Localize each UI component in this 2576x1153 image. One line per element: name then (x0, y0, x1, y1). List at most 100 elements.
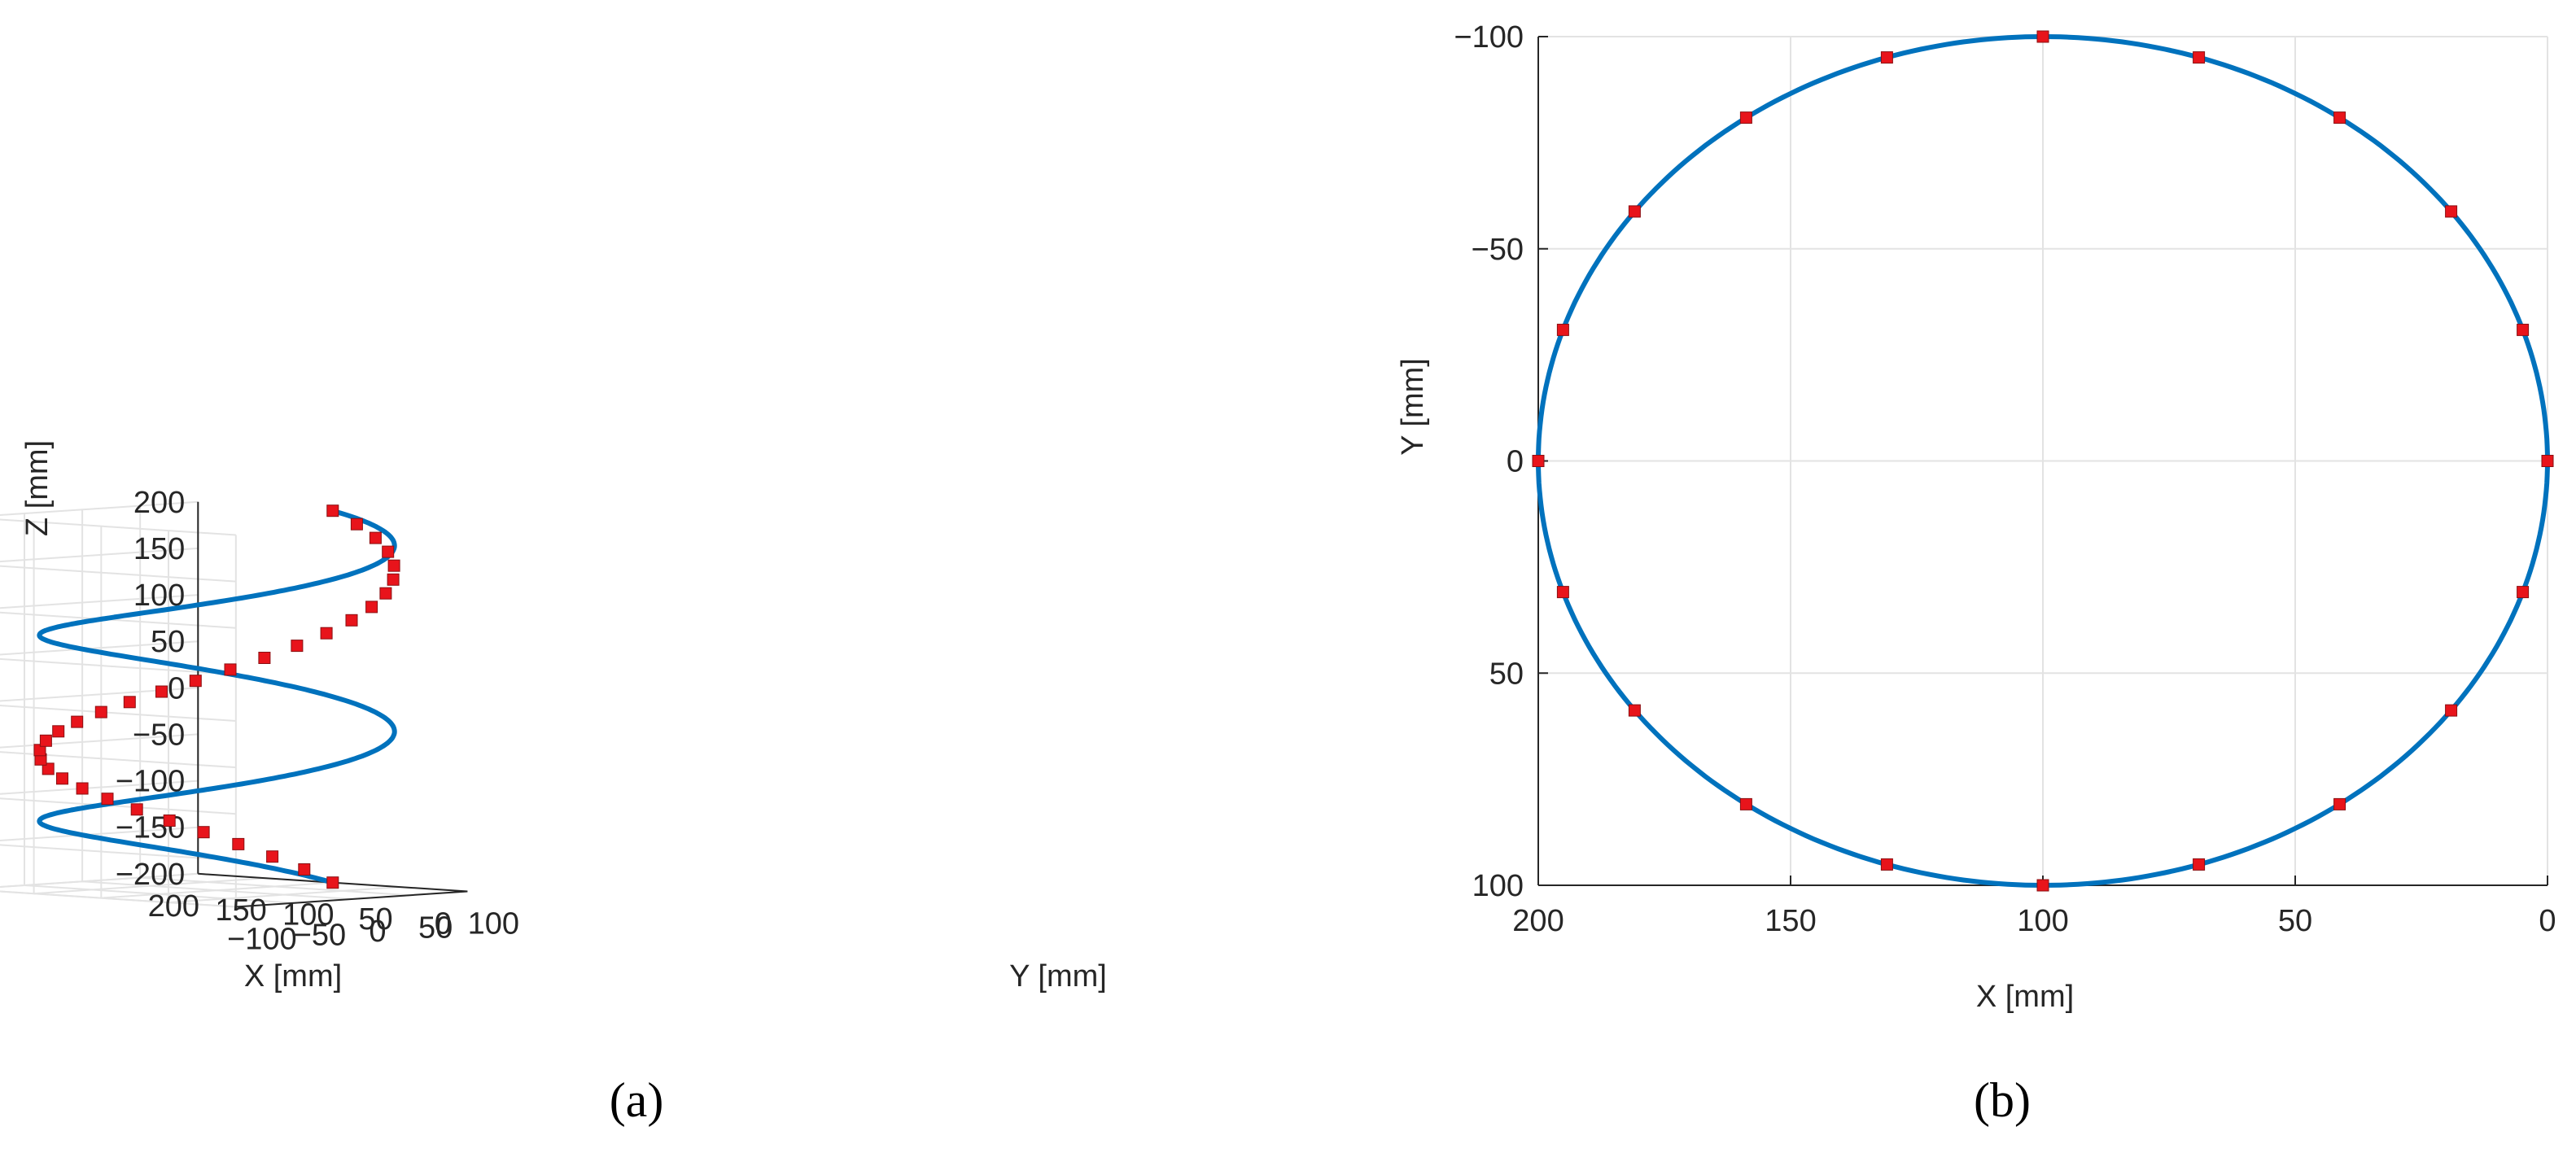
data-point-marker (365, 601, 378, 614)
data-point-marker (224, 663, 237, 676)
y-tick-label: −100 (227, 923, 297, 957)
chart-a-series (33, 504, 400, 889)
data-point-marker (101, 793, 114, 806)
data-point-marker (197, 826, 210, 839)
y-tick-label: 100 (468, 907, 519, 941)
y-tick-label: 50 (418, 911, 453, 945)
grid-line (24, 884, 294, 904)
data-point-marker (387, 573, 400, 586)
data-point-marker (369, 531, 382, 544)
helix-line (37, 508, 397, 885)
x-tick-label: 50 (358, 902, 392, 937)
data-point-marker (1880, 858, 1893, 871)
data-point-marker (39, 734, 52, 747)
data-point-marker (387, 559, 400, 572)
data-point-marker (130, 803, 143, 816)
data-point-marker (71, 715, 84, 728)
grid-line (0, 704, 236, 722)
x-tick-label: 200 (148, 889, 199, 924)
data-point-marker (258, 652, 271, 664)
y-tick-label: −50 (294, 919, 346, 953)
grid-line (0, 565, 236, 583)
data-point-marker (2517, 323, 2530, 336)
y-tick-label: −100 (1454, 20, 1524, 55)
x-tick-label: 150 (1765, 904, 1816, 938)
data-point-marker (320, 627, 333, 640)
data-point-marker (345, 614, 358, 627)
chart-b-tick-labels: 200 150 100 50 0 −100 −50 0 50 100 (1454, 20, 2556, 938)
z-tick-label: −200 (116, 858, 186, 892)
y-tick-label: 50 (1489, 657, 1524, 691)
data-point-marker (2193, 51, 2206, 64)
data-point-marker (382, 545, 395, 558)
data-point-marker (2193, 858, 2206, 871)
data-point-marker (326, 876, 339, 889)
z-tick-label: 200 (133, 486, 185, 520)
chart-a-z-axis-label: Z [mm] (20, 440, 55, 536)
chart-b-y-axis-label: Y [mm] (1396, 358, 1430, 456)
z-tick-label: 50 (151, 625, 185, 659)
data-point-marker (1880, 51, 1893, 64)
data-point-marker (189, 675, 202, 688)
data-point-marker (42, 762, 55, 775)
chart-b-grid (1537, 36, 2548, 886)
grid-line (0, 872, 199, 889)
data-point-marker (1532, 455, 1545, 467)
x-tick-label: 0 (2539, 904, 2556, 938)
data-point-marker (2036, 879, 2049, 892)
data-point-marker (163, 815, 176, 827)
chart-b-caption: (b) (1974, 1073, 2031, 1127)
data-point-marker (2333, 797, 2346, 810)
data-point-marker (350, 518, 363, 531)
data-point-marker (1556, 586, 1569, 599)
data-point-marker (1628, 704, 1641, 717)
grid-line (140, 876, 410, 897)
x-tick-label: 100 (2017, 904, 2068, 938)
data-point-marker (1556, 323, 1569, 336)
x-tick-label: 200 (1512, 904, 1564, 938)
data-point-marker (1739, 111, 1752, 124)
y-tick-label: −50 (1472, 233, 1524, 267)
y-axis-line (235, 890, 468, 908)
data-point-marker (56, 772, 68, 785)
grid-line (0, 890, 236, 908)
grid-line (82, 880, 352, 900)
data-point-marker (291, 640, 304, 653)
data-point-marker (52, 725, 65, 738)
data-point-marker (266, 850, 279, 863)
z-tick-label: −50 (133, 718, 185, 752)
data-point-marker (379, 587, 392, 600)
grid-line (0, 657, 236, 675)
data-point-marker (232, 837, 245, 850)
data-point-marker (298, 863, 311, 876)
z-tick-label: 0 (168, 671, 185, 705)
chart-a-tick-labels: 200 150 100 50 0 100500−50−100200150100500−50… (116, 486, 519, 957)
data-point-marker (155, 685, 168, 698)
data-point-marker (76, 782, 89, 795)
y-tick-label: 100 (1472, 869, 1524, 903)
chart-a-3d-helix: 200 150 100 50 0 100500−50−100200150100500−50… (0, 440, 1107, 1127)
data-point-marker (1628, 205, 1641, 218)
y-tick-label: 0 (1507, 445, 1524, 479)
chart-b-series (1532, 30, 2554, 892)
data-point-marker (2036, 30, 2049, 43)
grid-line (0, 611, 236, 629)
data-point-marker (1739, 797, 1752, 810)
chart-a-y-axis-label: Y [mm] (1009, 959, 1107, 994)
data-point-marker (2445, 704, 2458, 717)
data-point-marker (94, 705, 107, 718)
data-point-marker (2333, 111, 2346, 124)
data-point-marker (2541, 455, 2554, 467)
x-tick-label: 100 (282, 898, 334, 932)
data-point-marker (326, 504, 339, 518)
x-tick-label: 50 (2278, 904, 2312, 938)
x-tick-label: 0 (435, 907, 452, 941)
chart-a-caption: (a) (610, 1073, 664, 1127)
chart-a-x-axis-label: X [mm] (244, 959, 342, 994)
z-tick-label: 150 (133, 532, 185, 566)
data-point-marker (2517, 586, 2530, 599)
data-point-marker (123, 696, 136, 709)
chart-b-x-axis-label: X [mm] (1976, 980, 2074, 1014)
